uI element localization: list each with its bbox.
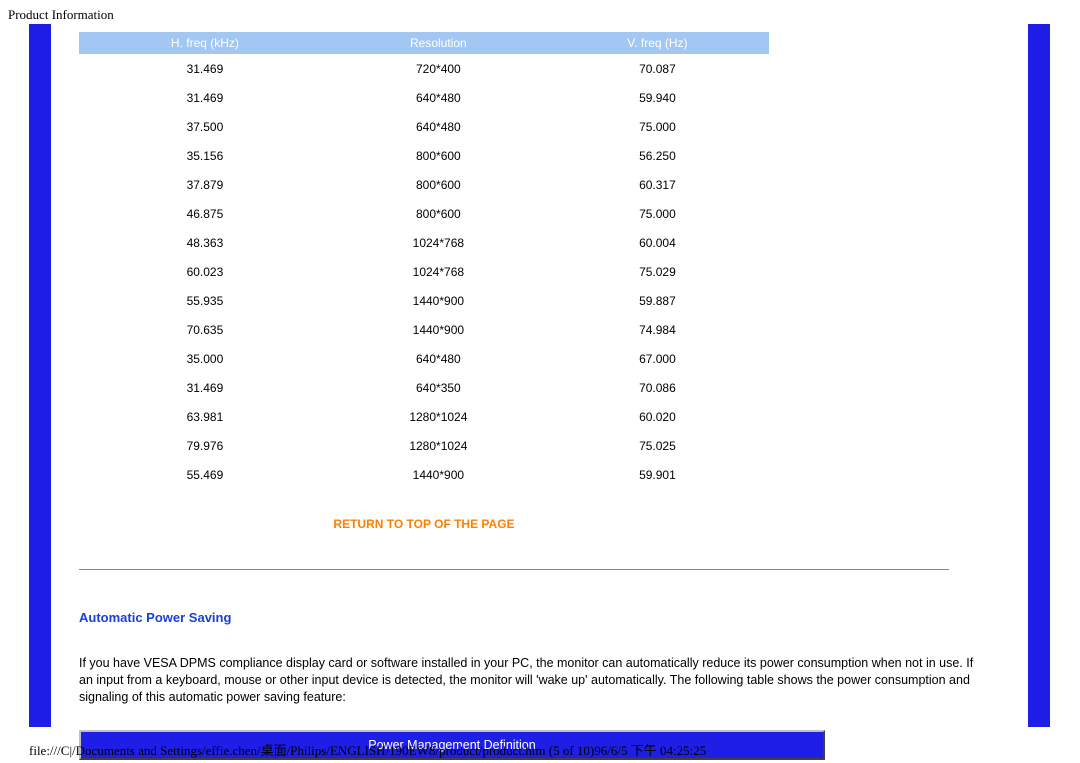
- col-resolution: Resolution: [331, 32, 546, 54]
- content-area: H. freq (kHz) Resolution V. freq (Hz) 31…: [51, 24, 1028, 727]
- table-row: 37.879800*60060.317: [79, 170, 769, 199]
- table-cell: 640*480: [331, 344, 546, 373]
- page-header-label: Product Information: [8, 7, 114, 23]
- table-cell: 800*600: [331, 170, 546, 199]
- table-cell: 60.023: [79, 257, 331, 286]
- table-cell: 31.469: [79, 373, 331, 402]
- table-cell: 640*350: [331, 373, 546, 402]
- table-cell: 1440*900: [331, 286, 546, 315]
- col-v-freq: V. freq (Hz): [546, 32, 769, 54]
- table-row: 31.469640*48059.940: [79, 83, 769, 112]
- table-row: 35.000640*48067.000: [79, 344, 769, 373]
- table-cell: 70.087: [546, 54, 769, 83]
- table-cell: 74.984: [546, 315, 769, 344]
- table-header-row: H. freq (kHz) Resolution V. freq (Hz): [79, 32, 769, 54]
- table-row: 35.156800*60056.250: [79, 141, 769, 170]
- table-cell: 37.500: [79, 112, 331, 141]
- table-cell: 31.469: [79, 83, 331, 112]
- table-cell: 1440*900: [331, 460, 546, 489]
- table-cell: 640*480: [331, 83, 546, 112]
- table-cell: 1280*1024: [331, 402, 546, 431]
- table-cell: 1024*768: [331, 228, 546, 257]
- table-row: 37.500640*48075.000: [79, 112, 769, 141]
- table-cell: 46.875: [79, 199, 331, 228]
- return-to-top-link[interactable]: RETURN TO TOP OF THE PAGE: [79, 517, 769, 531]
- table-cell: 63.981: [79, 402, 331, 431]
- table-row: 48.3631024*76860.004: [79, 228, 769, 257]
- table-cell: 1280*1024: [331, 431, 546, 460]
- page-frame: H. freq (kHz) Resolution V. freq (Hz) 31…: [29, 24, 1050, 727]
- table-cell: 800*600: [331, 199, 546, 228]
- table-cell: 55.469: [79, 460, 331, 489]
- table-cell: 55.935: [79, 286, 331, 315]
- table-cell: 56.250: [546, 141, 769, 170]
- table-row: 31.469720*40070.087: [79, 54, 769, 83]
- frequency-table: H. freq (kHz) Resolution V. freq (Hz) 31…: [79, 32, 769, 489]
- table-cell: 31.469: [79, 54, 331, 83]
- table-cell: 75.000: [546, 112, 769, 141]
- table-cell: 75.029: [546, 257, 769, 286]
- table-row: 70.6351440*90074.984: [79, 315, 769, 344]
- table-row: 55.9351440*90059.887: [79, 286, 769, 315]
- table-cell: 60.020: [546, 402, 769, 431]
- table-cell: 70.635: [79, 315, 331, 344]
- table-cell: 70.086: [546, 373, 769, 402]
- table-cell: 79.976: [79, 431, 331, 460]
- table-cell: 59.901: [546, 460, 769, 489]
- section-title-auto-power-saving: Automatic Power Saving: [79, 610, 1000, 625]
- table-cell: 720*400: [331, 54, 546, 83]
- table-cell: 60.004: [546, 228, 769, 257]
- body-paragraph: If you have VESA DPMS compliance display…: [79, 655, 984, 706]
- table-cell: 800*600: [331, 141, 546, 170]
- table-row: 46.875800*60075.000: [79, 199, 769, 228]
- table-cell: 37.879: [79, 170, 331, 199]
- section-divider: [79, 569, 949, 570]
- table-cell: 35.156: [79, 141, 331, 170]
- table-cell: 640*480: [331, 112, 546, 141]
- table-row: 55.4691440*90059.901: [79, 460, 769, 489]
- table-row: 79.9761280*102475.025: [79, 431, 769, 460]
- table-row: 60.0231024*76875.029: [79, 257, 769, 286]
- table-cell: 67.000: [546, 344, 769, 373]
- table-cell: 59.940: [546, 83, 769, 112]
- col-h-freq: H. freq (kHz): [79, 32, 331, 54]
- table-cell: 59.887: [546, 286, 769, 315]
- table-cell: 75.000: [546, 199, 769, 228]
- table-cell: 35.000: [79, 344, 331, 373]
- table-row: 31.469640*35070.086: [79, 373, 769, 402]
- footer-file-path: file:///C|/Documents and Settings/effie.…: [29, 740, 706, 759]
- table-cell: 75.025: [546, 431, 769, 460]
- table-cell: 60.317: [546, 170, 769, 199]
- table-row: 63.9811280*102460.020: [79, 402, 769, 431]
- table-cell: 1440*900: [331, 315, 546, 344]
- table-cell: 48.363: [79, 228, 331, 257]
- table-cell: 1024*768: [331, 257, 546, 286]
